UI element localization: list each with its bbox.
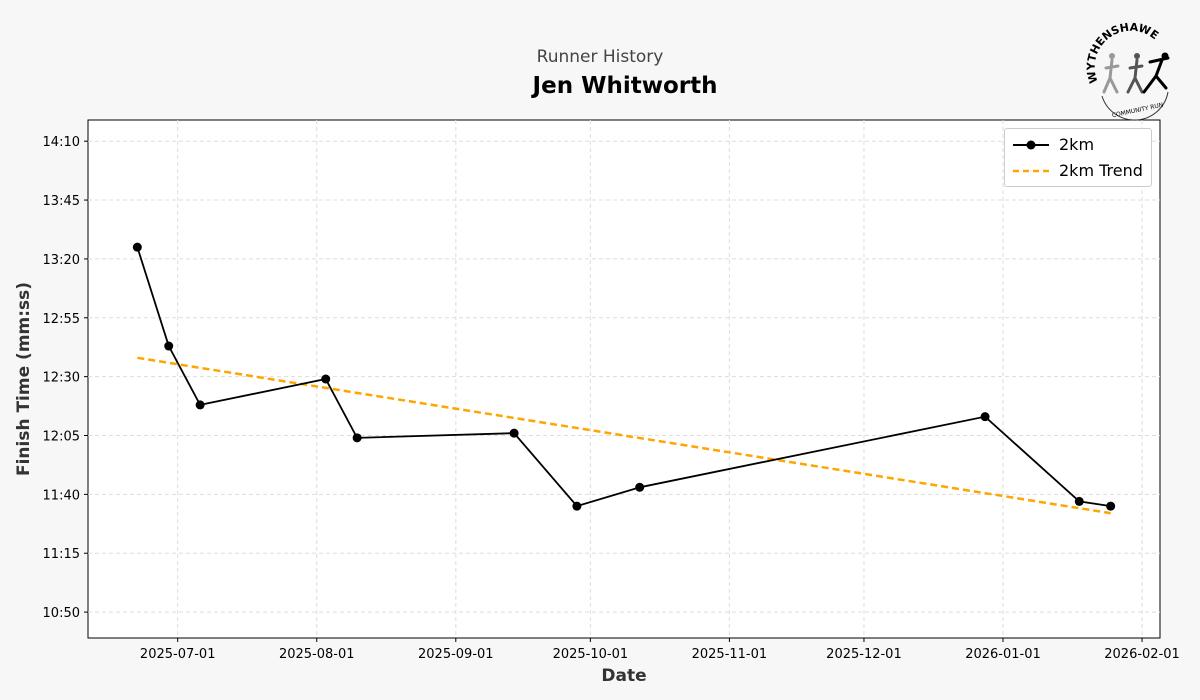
data-point — [195, 400, 205, 410]
data-point — [321, 374, 331, 384]
x-tick-label: 2025-07-01 — [140, 647, 216, 662]
y-axis-label: Finish Time (mm:ss) — [14, 282, 34, 476]
x-tick-label: 2026-01-01 — [965, 647, 1041, 662]
chart-subtitle: Runner History — [536, 47, 664, 67]
data-point — [509, 428, 519, 438]
x-tick-label: 2025-12-01 — [826, 647, 902, 662]
x-tick-label: 2026-02-01 — [1104, 647, 1180, 662]
x-tick-label: 2025-09-01 — [418, 647, 494, 662]
x-tick-label: 2025-08-01 — [279, 647, 355, 662]
data-point — [164, 341, 174, 351]
data-point — [352, 433, 362, 443]
logo: WYTHENSHAWE COMMUNITY RUN — [1085, 21, 1170, 121]
y-tick-label: 13:20 — [43, 253, 80, 268]
data-point — [635, 482, 645, 492]
y-tick-label: 12:30 — [43, 371, 80, 386]
chart-title: Jen Whitworth — [532, 73, 718, 99]
legend-marker-solid — [1013, 140, 1049, 149]
logo-text: WYTHENSHAWE — [1085, 21, 1161, 85]
data-point — [132, 242, 142, 252]
data-point — [572, 501, 582, 511]
y-tick-label: 10:50 — [43, 606, 80, 621]
y-tick-label: 12:55 — [43, 312, 80, 327]
plot-area — [87, 119, 1161, 639]
svg-text:WYTHENSHAWE: WYTHENSHAWE — [1085, 21, 1161, 85]
legend-item-2km: 2km — [1013, 135, 1094, 154]
legend-marker-dashed — [1013, 169, 1049, 172]
y-tick-label: 11:15 — [43, 547, 80, 562]
legend-label: 2km — [1059, 135, 1095, 154]
legend-label: 2km Trend — [1059, 161, 1143, 180]
x-tick-label: 2025-11-01 — [692, 647, 768, 662]
data-point — [1106, 501, 1116, 511]
data-point — [980, 412, 990, 422]
legend: 2km 2km Trend — [1004, 128, 1152, 187]
y-tick-label: 14:10 — [43, 135, 80, 150]
data-point — [1074, 496, 1084, 506]
y-tick-label: 11:40 — [43, 488, 80, 503]
x-tick-label: 2025-10-01 — [553, 647, 629, 662]
y-tick-label: 13:45 — [43, 194, 80, 209]
legend-item-trend: 2km Trend — [1013, 161, 1143, 180]
logo-subtext: COMMUNITY RUN — [1111, 102, 1164, 120]
x-axis-label: Date — [601, 666, 646, 686]
y-tick-label: 12:05 — [43, 430, 80, 445]
